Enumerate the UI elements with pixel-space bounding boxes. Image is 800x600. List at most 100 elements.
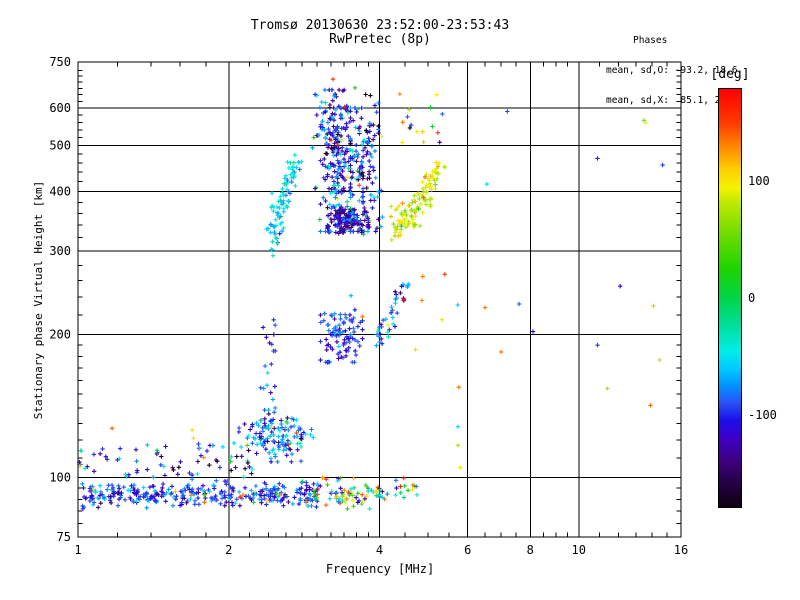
data-point <box>354 143 359 148</box>
data-point <box>432 178 437 183</box>
data-point <box>131 483 137 488</box>
data-point <box>359 228 364 233</box>
data-point <box>269 421 275 426</box>
data-point <box>273 235 279 240</box>
data-point <box>192 502 197 507</box>
data-point <box>336 183 341 188</box>
data-point <box>134 490 139 496</box>
data-point <box>263 482 269 487</box>
data-point <box>242 421 247 427</box>
data-point <box>82 466 88 471</box>
data-point <box>412 222 418 227</box>
data-point <box>329 175 335 180</box>
data-point <box>360 148 366 153</box>
data-point <box>418 202 423 207</box>
data-point <box>400 213 405 218</box>
data-point <box>295 441 300 446</box>
data-point <box>413 214 418 219</box>
data-point <box>340 174 345 180</box>
data-point <box>288 424 294 430</box>
data-point <box>398 490 403 495</box>
data-point <box>368 151 373 157</box>
data-point <box>327 130 333 135</box>
data-point <box>335 478 340 483</box>
data-point <box>183 488 188 493</box>
data-point <box>98 489 103 494</box>
data-point <box>349 222 355 227</box>
data-point <box>340 168 345 174</box>
data-point <box>428 181 433 186</box>
data-point <box>154 491 160 497</box>
data-point <box>259 497 265 502</box>
data-point <box>369 154 374 160</box>
data-point <box>297 167 302 172</box>
data-point <box>151 494 157 499</box>
data-point <box>334 126 340 131</box>
data-point <box>318 483 323 489</box>
data-point <box>188 493 194 498</box>
data-point <box>198 453 204 458</box>
data-point <box>286 499 291 505</box>
data-point <box>325 172 330 177</box>
data-point <box>250 441 255 446</box>
data-point <box>262 407 267 413</box>
data-point <box>360 186 366 191</box>
data-point <box>277 428 283 433</box>
data-point <box>343 328 348 333</box>
data-point <box>499 349 504 355</box>
data-point <box>435 130 440 135</box>
data-point <box>322 311 327 316</box>
data-point <box>397 91 402 97</box>
data-point <box>272 426 277 431</box>
data-point <box>345 110 350 115</box>
data-point <box>266 493 271 499</box>
data-point <box>264 226 269 232</box>
data-point <box>388 214 394 219</box>
data-point <box>335 150 341 156</box>
data-point <box>416 206 421 212</box>
data-point <box>333 324 338 330</box>
data-point <box>408 208 413 213</box>
data-point <box>341 216 346 221</box>
data-point <box>362 209 368 214</box>
data-point <box>351 118 356 123</box>
data-point <box>350 156 355 161</box>
data-point <box>294 490 300 495</box>
data-point <box>268 434 273 439</box>
data-point <box>196 502 202 507</box>
data-point <box>290 501 295 507</box>
data-point <box>327 202 332 207</box>
data-point <box>286 427 291 433</box>
data-point <box>289 459 294 464</box>
data-point <box>298 498 303 503</box>
data-point <box>286 165 291 171</box>
data-point <box>275 498 280 503</box>
data-point <box>302 492 307 497</box>
data-point <box>377 486 382 491</box>
data-point <box>358 218 363 223</box>
data-point <box>222 503 227 508</box>
data-point <box>271 317 276 322</box>
data-point <box>318 202 323 207</box>
data-point <box>268 390 273 395</box>
data-point <box>133 447 139 452</box>
data-point <box>657 357 662 363</box>
data-point <box>328 161 333 166</box>
data-point <box>262 363 268 369</box>
data-point <box>312 92 318 97</box>
data-point <box>331 124 336 129</box>
plot-subtitle: RwPretec (8p) <box>329 32 431 47</box>
data-point <box>344 225 350 230</box>
data-point <box>236 429 242 435</box>
data-point <box>118 493 124 498</box>
data-point <box>264 335 269 340</box>
data-point <box>271 224 276 229</box>
data-point <box>394 485 399 491</box>
data-point <box>275 213 280 218</box>
data-point <box>188 496 193 502</box>
data-point <box>163 444 168 449</box>
data-point <box>279 439 284 444</box>
data-point <box>320 162 325 167</box>
data-point <box>455 443 461 448</box>
